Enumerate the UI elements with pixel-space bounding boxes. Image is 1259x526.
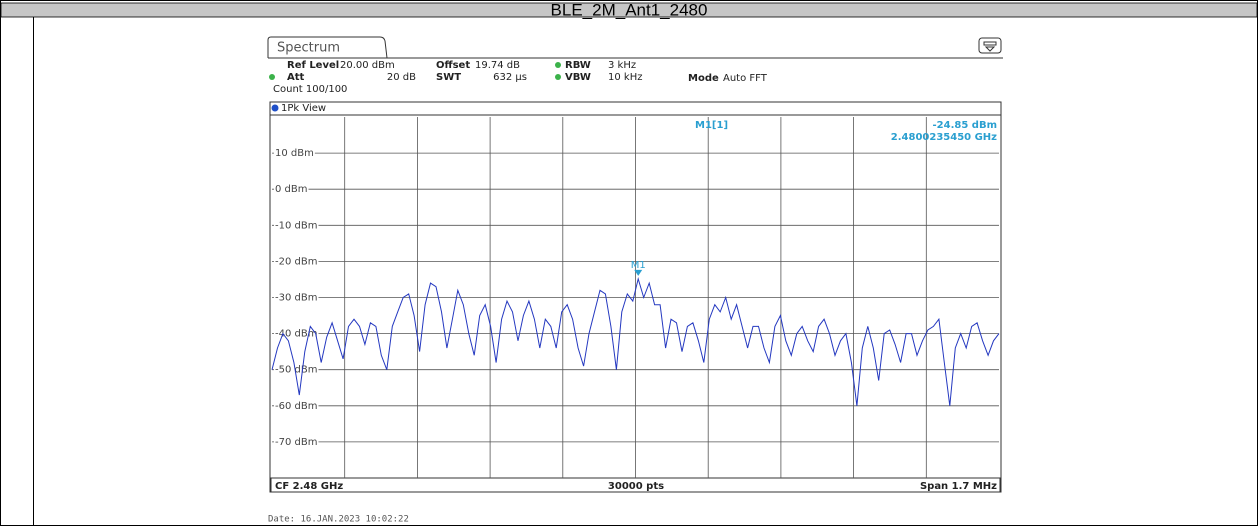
date: Date: 16.JAN.2023 10:02:22 — [268, 515, 409, 525]
setting-value: 632 µs — [493, 72, 527, 83]
y-tick-label: -70 dBm — [275, 437, 317, 448]
label-bg — [274, 292, 319, 304]
label-bg — [274, 148, 315, 160]
setting-value: 19.74 dB — [475, 60, 520, 71]
tab-label: Spectrum — [277, 41, 340, 56]
setting-label: VBW — [565, 72, 591, 83]
footer-left: CF 2.48 GHz — [275, 481, 343, 492]
y-tick-label: -20 dBm — [275, 256, 317, 267]
label-bg — [274, 328, 319, 340]
setting-label: Mode — [688, 73, 719, 84]
setting-value: 20.00 dBm — [340, 60, 395, 71]
label-bg — [274, 184, 309, 196]
icon-glyph — [983, 41, 997, 52]
tab — [267, 36, 388, 59]
y-tick-label: -10 dBm — [275, 220, 317, 231]
trace — [271, 276, 1000, 406]
setting-value: 3 kHz — [608, 60, 636, 71]
setting-value: Auto FFT — [723, 73, 768, 84]
setting-value: 10 kHz — [608, 72, 642, 83]
marker-name: M1 — [631, 260, 646, 271]
marker-frequency: 2.4800235450 GHz — [891, 132, 997, 143]
label-bg — [274, 436, 319, 448]
y-tick-label: -30 dBm — [275, 293, 317, 304]
setting-label: Offset — [436, 60, 470, 71]
footer-right: Span 1.7 MHz — [920, 481, 997, 492]
marker — [634, 269, 643, 276]
label-bg — [274, 364, 319, 376]
label-bg — [274, 220, 319, 232]
status-dot — [269, 74, 275, 80]
y-tick-label: 0 dBm — [275, 184, 308, 195]
y-tick-label: -50 dBm — [275, 365, 317, 376]
marker-value: -24.85 dBm — [933, 120, 997, 131]
plot: 10 dBm 0 dBm -10 dBm -20 dBm -30 dBm -40 dBm -… — [271, 117, 1000, 478]
y-tick-label: 10 dBm — [275, 148, 314, 159]
table-title: BLE_2M_Ant1_2480 — [551, 0, 708, 19]
footer-center: 30000 pts — [608, 481, 664, 492]
view-dot — [271, 104, 279, 112]
marker-readout: M1[1] — [695, 120, 728, 131]
count: Count 100/100 — [273, 84, 347, 95]
label-bg — [274, 256, 319, 268]
setting-label: Att — [287, 72, 305, 83]
setting-label: RBW — [565, 60, 591, 71]
header-bar — [0, 2, 1258, 18]
status-dot — [555, 62, 561, 68]
label-bg — [274, 400, 319, 412]
status-dot — [555, 74, 561, 80]
y-tick-label: -60 dBm — [275, 401, 317, 412]
setting-value: 20 dB — [387, 72, 416, 83]
view-label: 1Pk View — [281, 103, 326, 114]
setting-label: SWT — [436, 72, 461, 83]
y-tick-label: -40 dBm — [275, 329, 317, 340]
setting-label: Ref Level — [287, 60, 339, 71]
